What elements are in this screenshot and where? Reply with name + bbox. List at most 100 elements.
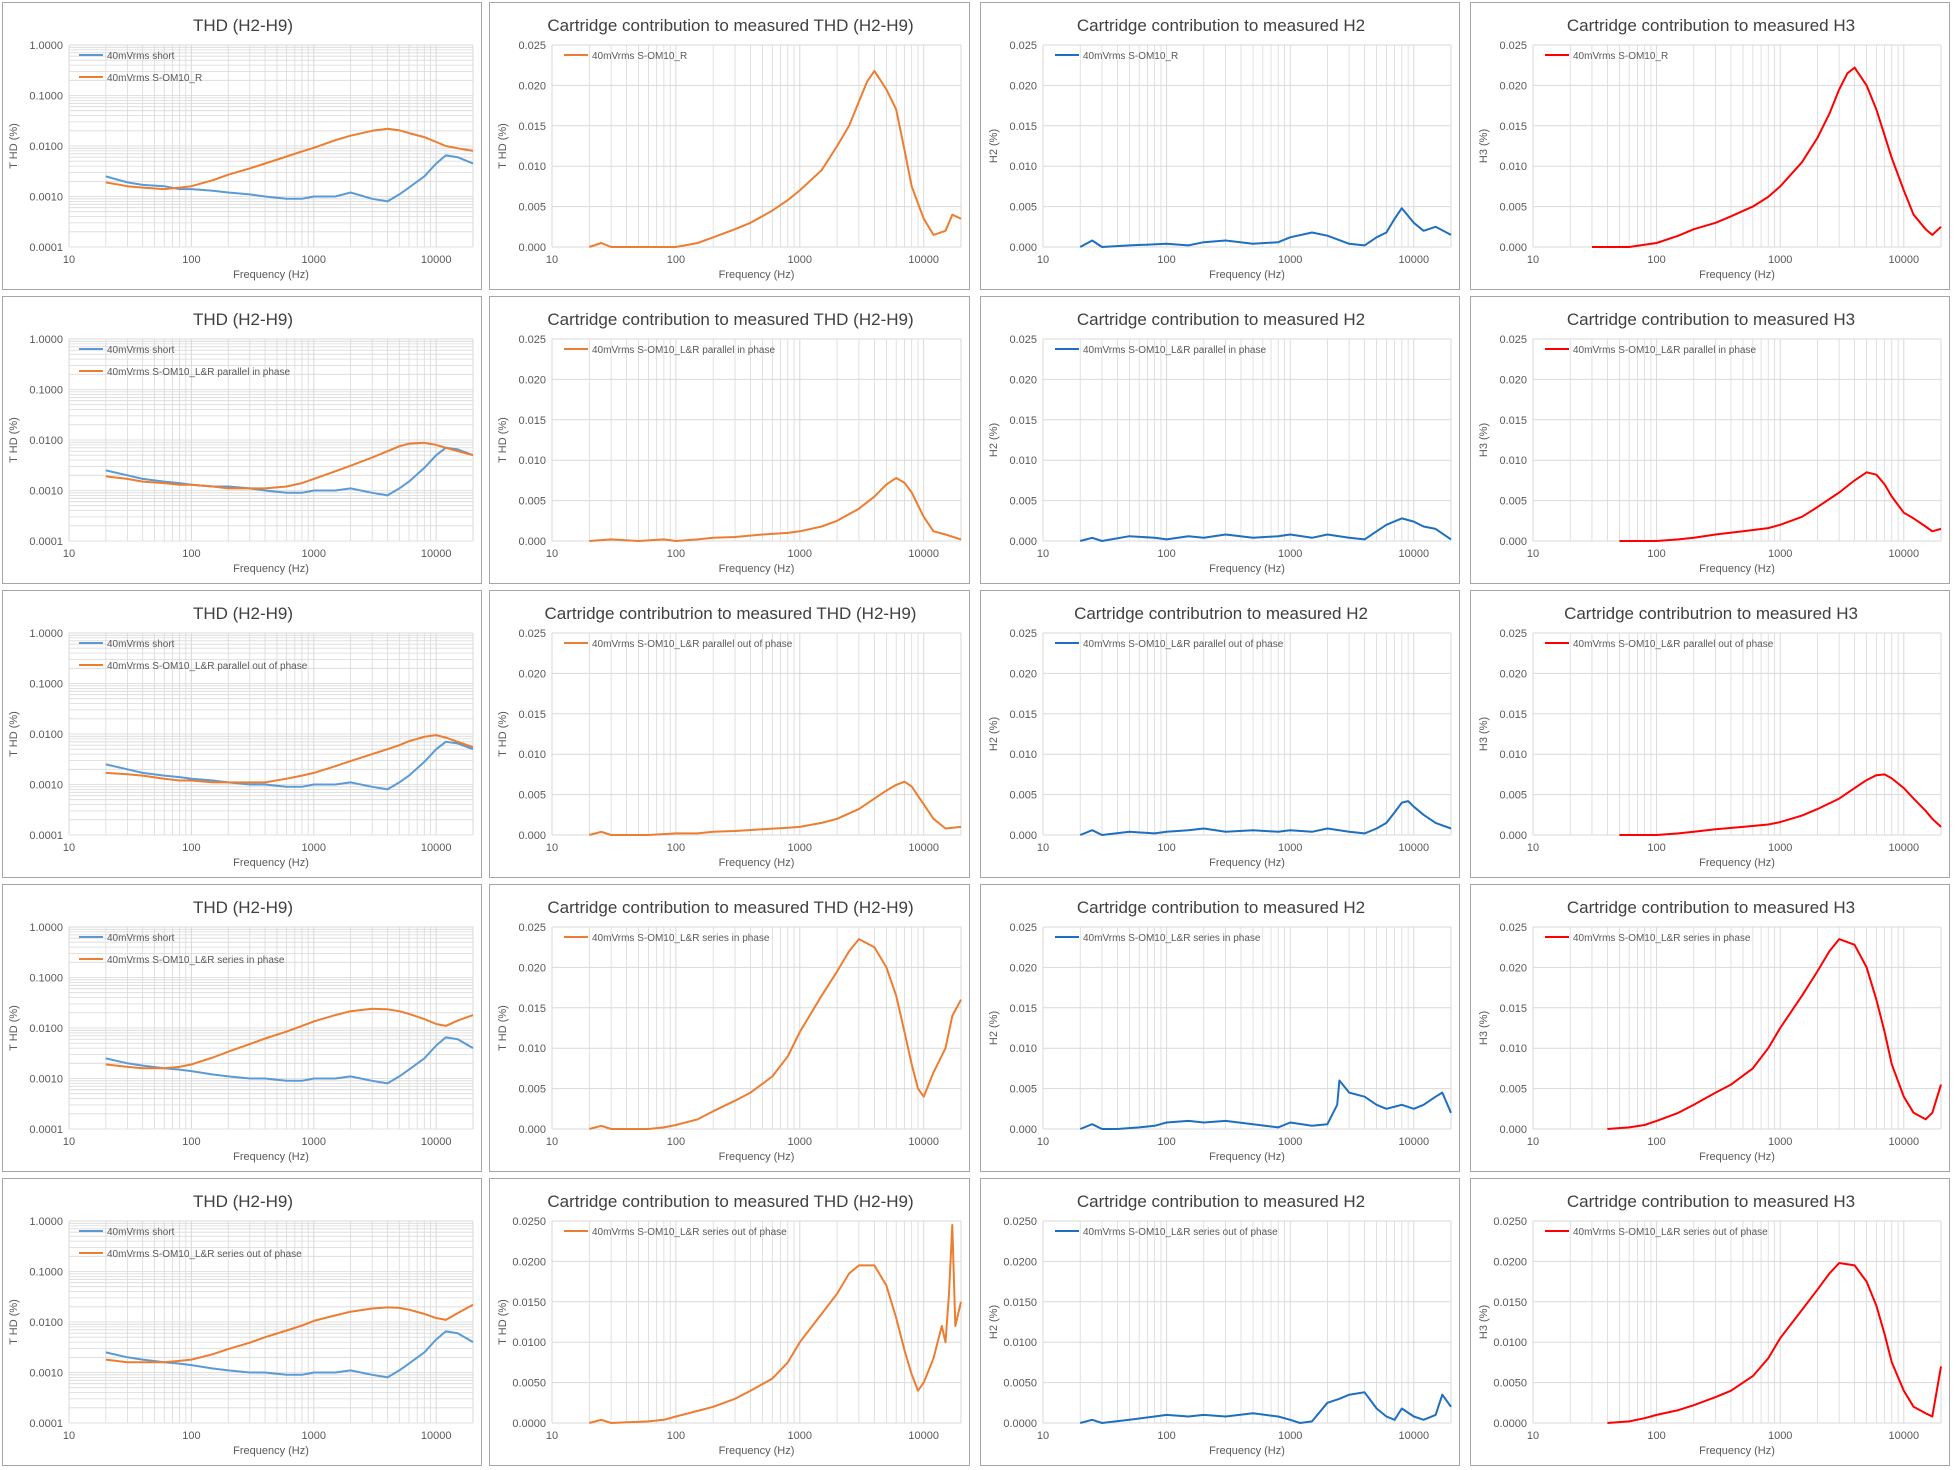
x-tick-label: 10000 bbox=[1888, 842, 1919, 854]
x-tick-label: 100 bbox=[1647, 548, 1665, 560]
x-gridlines bbox=[1532, 45, 1942, 247]
y-axis-label: T HD (%) bbox=[497, 1005, 509, 1051]
x-tick-label: 100 bbox=[1157, 842, 1175, 854]
chart-title: Cartridge contributrion to measured THD … bbox=[545, 604, 917, 623]
y-tick-label: 0.010 bbox=[1499, 455, 1527, 467]
chart-title: Cartridge contribution to measured H2 bbox=[1077, 310, 1365, 329]
x-tick-label: 1000 bbox=[788, 1136, 812, 1148]
x-tick-label: 100 bbox=[1647, 842, 1665, 854]
x-gridlines bbox=[1532, 633, 1942, 835]
series-line bbox=[1079, 517, 1452, 542]
y-tick-label: 0.000 bbox=[1009, 242, 1037, 254]
y-gridlines bbox=[552, 1220, 961, 1424]
x-gridlines bbox=[551, 1221, 962, 1423]
y-tick-label: 0.0000 bbox=[1493, 1418, 1527, 1430]
legend-entry: 40mVrms S-OM10_L&R series in phase bbox=[1573, 933, 1751, 944]
y-tick-label: 1.0000 bbox=[29, 1216, 63, 1228]
y-tick-label: 0.0100 bbox=[29, 435, 63, 447]
y-tick-label: 0.0010 bbox=[29, 1368, 63, 1380]
x-axis-label: Frequency (Hz) bbox=[719, 269, 795, 281]
series-line bbox=[105, 446, 474, 497]
x-gridlines bbox=[1042, 1221, 1452, 1423]
y-tick-label: 0.010 bbox=[1009, 1043, 1037, 1055]
legend-entry: 40mVrms S-OM10_L&R parallel out of phase bbox=[107, 661, 308, 672]
chart-panel: THD (H2-H9) 0.0001 0.0010 0.0100 0.1000 1.000… bbox=[2, 884, 482, 1172]
chart-title: Cartridge contribution to measured H3 bbox=[1567, 898, 1855, 917]
legend-entry: 40mVrms S-OM10_L&R parallel out of phase bbox=[592, 639, 793, 650]
x-tick-label: 100 bbox=[667, 842, 685, 854]
y-tick-label: 0.1000 bbox=[29, 973, 63, 985]
y-tick-label: 0.0010 bbox=[29, 486, 63, 498]
series-line bbox=[589, 477, 962, 542]
y-tick-label: 0.0001 bbox=[29, 1124, 63, 1136]
x-gridlines bbox=[1042, 339, 1452, 541]
x-tick-label: 10000 bbox=[421, 1430, 452, 1442]
x-tick-label: 100 bbox=[1647, 254, 1665, 266]
x-tick-label: 1000 bbox=[302, 1430, 326, 1442]
x-tick-label: 10000 bbox=[1398, 548, 1429, 560]
chart-title: THD (H2-H9) bbox=[193, 604, 293, 623]
y-tick-label: 0.000 bbox=[1009, 536, 1037, 548]
x-tick-label: 10 bbox=[63, 842, 75, 854]
x-axis-label: Frequency (Hz) bbox=[1699, 563, 1775, 575]
x-tick-label: 100 bbox=[1157, 254, 1175, 266]
x-axis-label: Frequency (Hz) bbox=[719, 857, 795, 869]
chart-panel: Cartridge contribution to measured H3 0.0… bbox=[1470, 884, 1950, 1172]
y-tick-label: 0.020 bbox=[1499, 962, 1527, 974]
x-axis-label: Frequency (Hz) bbox=[1699, 857, 1775, 869]
x-tick-label: 1000 bbox=[1768, 842, 1792, 854]
y-tick-label: 0.020 bbox=[518, 374, 546, 386]
y-tick-label: 0.1000 bbox=[29, 385, 63, 397]
x-tick-label: 10 bbox=[546, 842, 558, 854]
y-gridlines bbox=[552, 44, 961, 248]
y-tick-label: 0.010 bbox=[1499, 1043, 1527, 1055]
y-axis-label: T HD (%) bbox=[8, 417, 20, 463]
y-tick-label: 0.015 bbox=[518, 415, 546, 427]
x-tick-label: 10000 bbox=[1888, 1430, 1919, 1442]
legend-entry: 40mVrms short bbox=[107, 345, 175, 356]
y-tick-label: 0.015 bbox=[1499, 415, 1527, 427]
y-tick-label: 0.000 bbox=[1499, 830, 1527, 842]
y-tick-label: 0.0100 bbox=[1493, 1337, 1527, 1349]
y-tick-label: 0.020 bbox=[518, 80, 546, 92]
y-tick-label: 0.010 bbox=[518, 455, 546, 467]
y-tick-label: 1.0000 bbox=[29, 628, 63, 640]
y-tick-label: 0.010 bbox=[1499, 161, 1527, 173]
series-line bbox=[105, 740, 474, 791]
legend-entry: 40mVrms S-OM10_L&R series in phase bbox=[592, 933, 770, 944]
series-line bbox=[105, 154, 474, 203]
x-tick-label: 10000 bbox=[1398, 842, 1429, 854]
chart-svg: THD (H2-H9) 0.0001 0.0010 0.0100 0.1000 1.000… bbox=[8, 1192, 474, 1457]
y-tick-label: 0.025 bbox=[1499, 628, 1527, 640]
x-tick-label: 10 bbox=[1527, 254, 1539, 266]
y-tick-label: 0.020 bbox=[1009, 80, 1037, 92]
x-tick-label: 1000 bbox=[1278, 842, 1302, 854]
y-tick-label: 0.025 bbox=[1009, 334, 1037, 346]
legend-entry: 40mVrms S-OM10_L&R parallel out of phase bbox=[1573, 639, 1774, 650]
y-gridlines bbox=[1533, 632, 1941, 836]
x-tick-label: 10 bbox=[546, 254, 558, 266]
x-tick-label: 10000 bbox=[1398, 1136, 1429, 1148]
series-line bbox=[105, 1303, 474, 1364]
chart-title: Cartridge contribution to measured H2 bbox=[1077, 1192, 1365, 1211]
legend-entry: 40mVrms S-OM10_L&R parallel in phase bbox=[107, 367, 290, 378]
y-tick-label: 0.1000 bbox=[29, 679, 63, 691]
y-tick-label: 0.0050 bbox=[1003, 1378, 1037, 1390]
y-axis-label: H2 (%) bbox=[988, 717, 1000, 751]
y-tick-label: 0.0100 bbox=[512, 1337, 546, 1349]
series-line bbox=[589, 1224, 962, 1424]
y-gridlines bbox=[552, 632, 961, 836]
x-tick-label: 10 bbox=[1037, 1430, 1049, 1442]
x-tick-label: 100 bbox=[1157, 1430, 1175, 1442]
chart-title: THD (H2-H9) bbox=[193, 310, 293, 329]
series-line bbox=[1607, 938, 1942, 1130]
y-tick-label: 0.0001 bbox=[29, 830, 63, 842]
y-tick-label: 0.0250 bbox=[512, 1216, 546, 1228]
legend-entry: 40mVrms S-OM10_L&R parallel in phase bbox=[1083, 345, 1266, 356]
series-line bbox=[1079, 1391, 1452, 1424]
y-axis-label: H3 (%) bbox=[1478, 129, 1490, 163]
y-tick-label: 0.0150 bbox=[512, 1297, 546, 1309]
y-tick-label: 0.0250 bbox=[1493, 1216, 1527, 1228]
x-gridlines bbox=[551, 45, 962, 247]
